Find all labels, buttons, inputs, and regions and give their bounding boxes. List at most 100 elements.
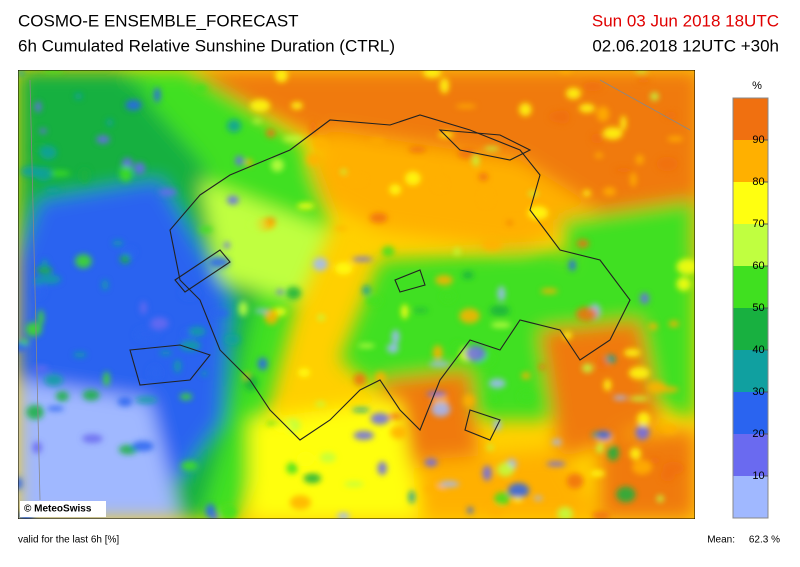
- texture-blob: [441, 290, 455, 303]
- valid-time: Sun 03 Jun 2018 18UTC: [592, 11, 779, 30]
- texture-blob: [32, 441, 43, 454]
- texture-blob: [635, 424, 650, 441]
- texture-blob: [41, 258, 48, 268]
- texture-blob: [408, 146, 427, 153]
- texture-blob: [201, 370, 208, 377]
- texture-blob: [646, 381, 667, 394]
- texture-blob: [112, 240, 123, 246]
- texture-blob: [519, 102, 532, 117]
- texture-blob: [297, 368, 311, 378]
- texture-blob: [563, 331, 572, 340]
- texture-blob: [358, 343, 375, 349]
- texture-blob: [315, 401, 326, 407]
- texture-blob: [34, 365, 48, 371]
- texture-blob: [518, 390, 536, 403]
- texture-blob: [276, 289, 284, 295]
- texture-blob: [286, 462, 298, 474]
- texture-blob: [639, 292, 650, 305]
- texture-blob: [506, 220, 513, 225]
- texture-blob: [482, 465, 492, 481]
- copyright-box: [20, 501, 106, 517]
- colorbar-unit: %: [752, 80, 762, 92]
- texture-blob: [73, 352, 87, 358]
- colorbar-tick-label: 20: [752, 428, 764, 440]
- texture-blob: [439, 480, 460, 488]
- texture-blob: [603, 378, 612, 392]
- texture-blob: [34, 166, 53, 182]
- colorbar-swatch: [733, 434, 768, 476]
- texture-blob: [650, 92, 659, 101]
- texture-blob: [667, 136, 684, 142]
- texture-blob: [607, 445, 619, 461]
- texture-blob: [566, 473, 584, 489]
- copyright: © MeteoSwiss: [24, 504, 92, 515]
- texture-blob: [408, 490, 415, 504]
- colorbar-tick-label: 10: [752, 470, 764, 482]
- texture-blob: [496, 462, 514, 477]
- texture-blob: [249, 221, 266, 228]
- texture-blob: [286, 286, 302, 300]
- texture-blob: [313, 139, 328, 150]
- texture-blob: [603, 187, 616, 196]
- texture-blob: [377, 461, 388, 476]
- texture-blob: [312, 257, 328, 271]
- texture-blob: [353, 430, 375, 441]
- texture-blob: [386, 343, 399, 354]
- texture-blob: [32, 285, 46, 299]
- texture-blob: [629, 447, 642, 460]
- texture-blob: [334, 226, 349, 231]
- texture-blob: [257, 357, 268, 371]
- texture-blob: [596, 443, 604, 454]
- texture-blob: [282, 135, 305, 143]
- colorbar-swatch: [733, 476, 768, 518]
- texture-blob: [319, 452, 337, 463]
- texture-blob: [676, 277, 691, 292]
- texture-blob: [18, 70, 25, 77]
- mean-value: 62.3 %: [749, 535, 780, 546]
- texture-blob: [404, 171, 421, 186]
- texture-blob: [429, 361, 451, 367]
- texture-blob: [173, 359, 182, 373]
- texture-blob: [438, 131, 454, 138]
- texture-blob: [459, 308, 480, 324]
- texture-blob: [25, 322, 42, 337]
- title: COSMO-E ENSEMBLE_FORECAST: [18, 11, 299, 30]
- texture-blob: [596, 356, 608, 370]
- texture-blob: [45, 187, 61, 194]
- colorbar-tick-label: 80: [752, 176, 764, 188]
- texture-blob: [179, 393, 193, 401]
- texture-blob: [472, 154, 480, 167]
- texture-blob: [353, 373, 367, 386]
- texture-blob: [576, 239, 589, 248]
- texture-blob: [159, 350, 173, 356]
- texture-blob: [424, 484, 445, 494]
- texture-blob: [623, 348, 641, 357]
- texture-blob: [636, 78, 651, 84]
- texture-blob: [489, 305, 510, 316]
- texture-blob: [582, 81, 603, 92]
- texture-blob: [656, 495, 664, 503]
- texture-blob: [139, 327, 160, 340]
- texture-blob: [158, 188, 178, 197]
- texture-blob: [252, 118, 263, 124]
- texture-blob: [648, 322, 658, 330]
- texture-blob: [565, 87, 582, 100]
- texture-blob: [465, 345, 486, 362]
- texture-blob: [452, 342, 463, 358]
- texture-blob: [133, 162, 146, 175]
- texture-blob: [235, 155, 244, 166]
- texture-blob: [594, 152, 604, 159]
- texture-blob: [467, 506, 474, 514]
- texture-blob: [521, 372, 531, 380]
- texture-blob: [628, 366, 650, 380]
- texture-blob: [103, 371, 110, 387]
- texture-blob: [220, 505, 238, 519]
- texture-blob: [616, 486, 636, 503]
- texture-blob: [527, 206, 549, 220]
- texture-blob: [455, 104, 477, 109]
- colorbar-swatch: [733, 392, 768, 434]
- texture-blob: [347, 176, 366, 184]
- texture-blob: [245, 158, 253, 167]
- texture-blob: [19, 338, 29, 345]
- texture-blob: [36, 265, 53, 275]
